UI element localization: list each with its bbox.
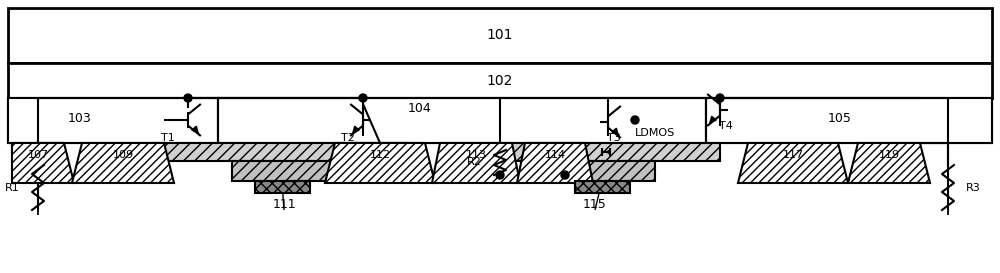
Bar xyxy=(525,143,585,165)
Circle shape xyxy=(359,94,367,102)
Text: 102: 102 xyxy=(487,74,513,88)
Text: 109: 109 xyxy=(112,150,134,160)
Polygon shape xyxy=(848,143,930,183)
Text: 119: 119 xyxy=(878,150,900,160)
Text: R2: R2 xyxy=(467,157,482,167)
Text: T4: T4 xyxy=(719,121,733,131)
Text: 112: 112 xyxy=(369,150,391,160)
Circle shape xyxy=(631,116,639,124)
Bar xyxy=(218,98,706,143)
Text: 104: 104 xyxy=(408,102,432,114)
Text: 107: 107 xyxy=(27,150,49,160)
Text: 115: 115 xyxy=(583,198,607,212)
Text: 101: 101 xyxy=(487,28,513,42)
Text: LDMOS: LDMOS xyxy=(635,128,675,138)
Circle shape xyxy=(716,94,724,102)
Text: 113: 113 xyxy=(466,150,486,160)
Text: T2: T2 xyxy=(341,133,355,143)
Bar xyxy=(8,98,992,143)
Circle shape xyxy=(184,94,192,102)
Bar xyxy=(335,143,425,165)
Bar xyxy=(555,161,655,181)
Text: 117: 117 xyxy=(782,150,804,160)
Polygon shape xyxy=(325,143,435,183)
Text: T3: T3 xyxy=(607,133,621,143)
Text: R1: R1 xyxy=(5,183,20,193)
Bar xyxy=(12,143,64,165)
Bar xyxy=(748,143,838,165)
Text: R3: R3 xyxy=(966,183,981,193)
Circle shape xyxy=(496,171,504,179)
Polygon shape xyxy=(738,143,848,183)
Text: 103: 103 xyxy=(68,111,92,124)
Bar xyxy=(575,181,630,193)
Polygon shape xyxy=(12,143,74,183)
Polygon shape xyxy=(517,143,593,183)
Bar xyxy=(8,8,992,63)
Bar xyxy=(8,63,992,98)
Bar xyxy=(510,143,720,161)
Polygon shape xyxy=(432,143,520,183)
Text: 105: 105 xyxy=(828,111,852,124)
Bar xyxy=(440,143,512,165)
Bar xyxy=(82,143,164,165)
Bar xyxy=(255,181,310,193)
Circle shape xyxy=(561,171,569,179)
Polygon shape xyxy=(72,143,174,183)
Bar xyxy=(706,98,992,143)
Bar xyxy=(232,161,332,181)
Text: T1: T1 xyxy=(161,133,175,143)
Bar xyxy=(858,143,920,165)
Text: 114: 114 xyxy=(544,150,566,160)
Bar xyxy=(8,98,218,143)
Text: 111: 111 xyxy=(272,198,296,212)
Bar xyxy=(155,143,410,161)
